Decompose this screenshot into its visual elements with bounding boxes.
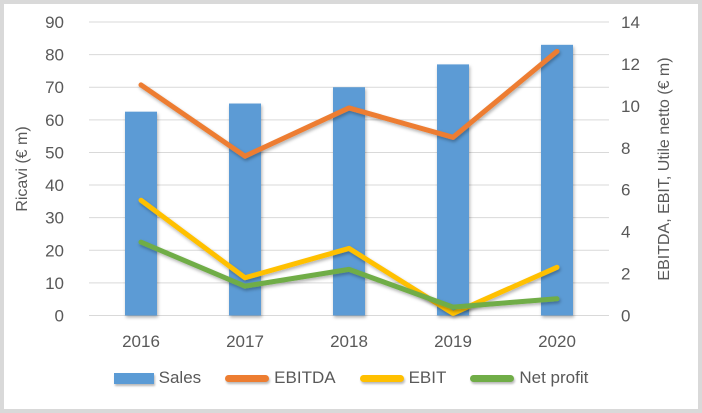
right-tick-4: 4 [621, 223, 630, 242]
bar-2019 [437, 64, 469, 316]
left-tick-80: 80 [45, 46, 64, 65]
legend-label: Sales [158, 368, 202, 387]
legend-item-ebit: EBIT [359, 368, 447, 388]
category-labels: 2016 2017 2018 2019 2020 [122, 332, 576, 351]
legend-label: EBIT [408, 368, 447, 387]
left-tick-10: 10 [45, 274, 64, 293]
legend-swatch-line [470, 374, 515, 382]
left-axis-tick-labels: 0 10 20 30 40 50 60 70 80 90 [45, 13, 64, 326]
left-axis-title: Ricavi (€ m) [14, 126, 31, 211]
category-label-2018: 2018 [330, 332, 368, 351]
legend-swatch-bar [113, 372, 154, 384]
legend-item-ebitda: EBITDA [225, 368, 336, 388]
line-series [138, 48, 560, 316]
bar-2018 [333, 87, 365, 316]
legend-label: Net profit [519, 368, 589, 387]
left-tick-50: 50 [45, 143, 64, 162]
right-axis-title: EBITDA, EBIT, Utile netto (€ m) [656, 57, 673, 280]
chart-legend: Sales EBITDA EBIT Net profit [0, 368, 702, 388]
left-tick-60: 60 [45, 111, 64, 130]
left-tick-40: 40 [45, 176, 64, 195]
left-tick-90: 90 [45, 13, 64, 32]
left-tick-20: 20 [45, 241, 64, 260]
legend-label: EBITDA [274, 368, 336, 387]
category-label-2016: 2016 [122, 332, 160, 351]
right-tick-2: 2 [621, 265, 630, 284]
line-ebitda [138, 48, 560, 159]
right-tick-14: 14 [621, 13, 640, 32]
category-label-2017: 2017 [226, 332, 264, 351]
line-ebit [138, 197, 560, 316]
bar-2016 [125, 111, 157, 316]
line-net-profit [138, 239, 560, 310]
right-tick-10: 10 [621, 97, 640, 116]
right-axis-tick-labels: 0 2 4 6 8 10 12 14 [621, 13, 640, 326]
left-tick-0: 0 [55, 307, 64, 326]
right-tick-0: 0 [621, 307, 630, 326]
legend-item-net-profit: Net profit [470, 368, 588, 388]
left-tick-70: 70 [45, 78, 64, 97]
right-tick-6: 6 [621, 181, 630, 200]
legend-swatch-line [225, 374, 270, 382]
bar-series [125, 44, 573, 316]
category-label-2019: 2019 [434, 332, 472, 351]
right-tick-12: 12 [621, 55, 640, 74]
right-tick-8: 8 [621, 139, 630, 158]
legend-swatch-line [359, 374, 404, 382]
category-label-2020: 2020 [538, 332, 576, 351]
legend-item-sales: Sales [113, 368, 202, 388]
left-tick-30: 30 [45, 209, 64, 228]
